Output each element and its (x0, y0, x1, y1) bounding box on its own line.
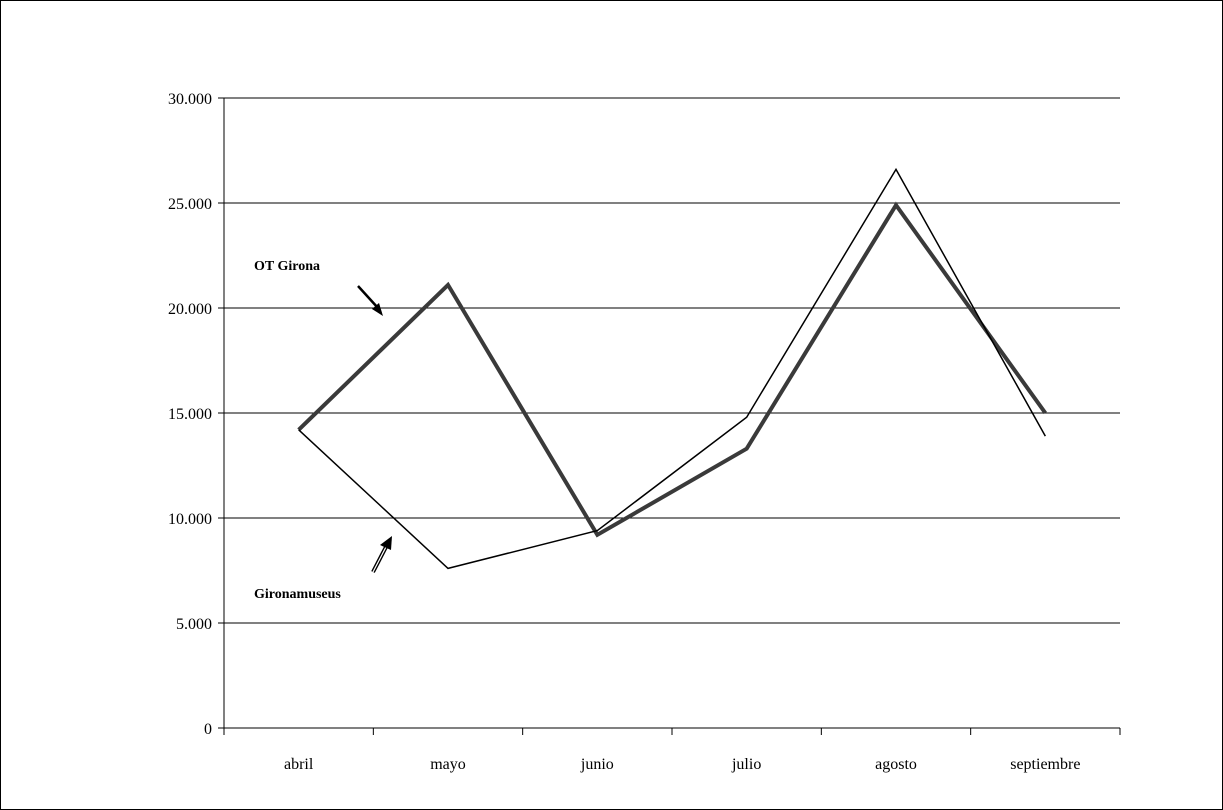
series-lines (297, 167, 1047, 570)
x-tick-label: julio (731, 756, 761, 773)
series-line-ot-girona (297, 201, 1047, 538)
x-tick-label: mayo (430, 756, 466, 773)
y-tick-label: 15.000 (168, 406, 212, 423)
annotation-gironamuseus: Gironamuseus (254, 587, 341, 602)
y-tick-label: 30.000 (168, 91, 212, 108)
series-line-gironamuseus (298, 167, 1046, 570)
x-tick-label: junio (580, 756, 614, 773)
x-tick-label: agosto (875, 756, 917, 773)
gridlines (224, 97, 1120, 624)
arrow-ot-girona-icon (357, 285, 383, 316)
y-tick-label: 5.000 (176, 616, 212, 633)
y-tick-label: 0 (204, 721, 212, 738)
y-tick-label: 10.000 (168, 511, 212, 528)
arrow-gironamuseus-icon (371, 536, 392, 573)
x-tick-label: abril (284, 756, 314, 773)
y-axis-ticks: 0 5.000 10.000 15.000 20.000 25.000 30.000 (168, 91, 224, 738)
x-tick-label: septiembre (1010, 756, 1080, 773)
y-tick-label: 20.000 (168, 301, 212, 318)
annotation-ot-girona: OT Girona (254, 259, 320, 274)
x-axis-ticks: abril mayo junio julio agosto septiembre (223, 728, 1121, 773)
y-tick-label: 25.000 (168, 196, 212, 213)
